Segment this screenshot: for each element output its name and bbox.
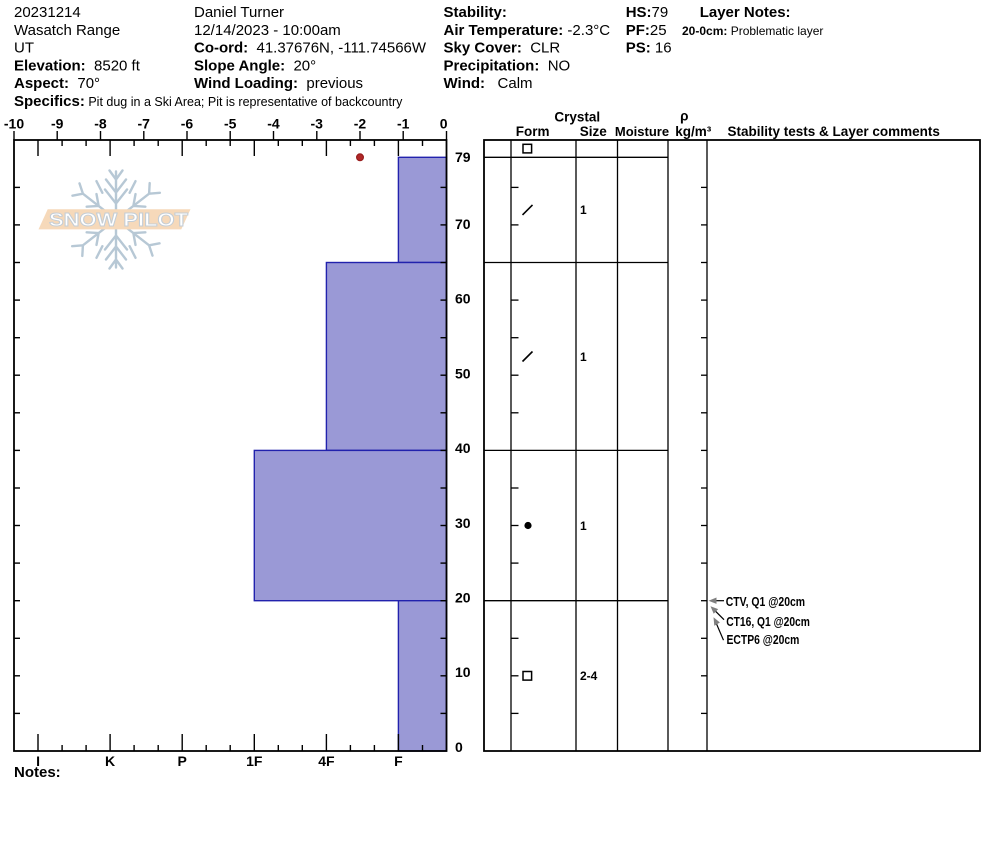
svg-text:Stability:: Stability: bbox=[444, 4, 507, 21]
svg-text:Precipitation: NO: Precipitation: NO bbox=[444, 57, 571, 74]
svg-text:I: I bbox=[36, 753, 40, 769]
svg-text:CTV, Q1 @20cm: CTV, Q1 @20cm bbox=[726, 595, 805, 609]
svg-text:1: 1 bbox=[580, 350, 587, 364]
svg-text:12/14/2023 - 10:00am: 12/14/2023 - 10:00am bbox=[194, 22, 341, 39]
svg-text:ECTP6 @20cm: ECTP6 @20cm bbox=[727, 633, 800, 647]
svg-text:Wind Loading: previous: Wind Loading: previous bbox=[194, 75, 363, 92]
svg-text:PS: 16: PS: 16 bbox=[626, 40, 672, 57]
svg-text:40: 40 bbox=[455, 440, 471, 456]
svg-text:K: K bbox=[105, 753, 115, 769]
svg-text:Co-ord: 41.37676N, -111.74566: Co-ord: 41.37676N, -111.74566W bbox=[194, 40, 427, 57]
svg-text:30: 30 bbox=[455, 515, 471, 531]
svg-text:-3: -3 bbox=[311, 115, 324, 131]
svg-text:PF:25: PF:25 bbox=[626, 22, 667, 39]
svg-text:4F: 4F bbox=[318, 753, 335, 769]
svg-text:Moisture: Moisture bbox=[615, 124, 669, 139]
svg-text:2-4: 2-4 bbox=[580, 669, 598, 683]
svg-text:-10: -10 bbox=[4, 115, 24, 131]
svg-text:Stability tests & Layer commen: Stability tests & Layer comments bbox=[728, 124, 940, 139]
svg-text:1F: 1F bbox=[246, 753, 263, 769]
svg-text:20-0cm: Problematic layer: 20-0cm: Problematic layer bbox=[682, 24, 823, 38]
svg-text:-8: -8 bbox=[94, 115, 107, 131]
svg-text:F: F bbox=[394, 753, 403, 769]
svg-text:-1: -1 bbox=[397, 115, 410, 131]
svg-text:0: 0 bbox=[440, 115, 448, 131]
svg-text:Wasatch Range: Wasatch Range bbox=[14, 22, 120, 39]
svg-text:-6: -6 bbox=[181, 115, 194, 131]
svg-text:ρ: ρ bbox=[680, 109, 688, 124]
svg-text:Size: Size bbox=[580, 124, 608, 139]
svg-text:Form: Form bbox=[516, 124, 550, 139]
svg-text:Slope Angle: 20°: Slope Angle: 20° bbox=[194, 57, 316, 74]
svg-text:-4: -4 bbox=[267, 115, 280, 131]
svg-text:Crystal: Crystal bbox=[554, 110, 600, 125]
svg-text:-9: -9 bbox=[51, 115, 64, 131]
svg-text:Layer Notes:: Layer Notes: bbox=[700, 4, 791, 21]
svg-text:-2: -2 bbox=[354, 115, 367, 131]
svg-text:70: 70 bbox=[455, 216, 471, 232]
svg-text:-5: -5 bbox=[224, 115, 237, 131]
svg-text:79: 79 bbox=[455, 149, 471, 165]
svg-text:0: 0 bbox=[455, 739, 463, 755]
svg-text:Aspect: 70°: Aspect: 70° bbox=[14, 75, 100, 92]
svg-text:CT16, Q1 @20cm: CT16, Q1 @20cm bbox=[726, 615, 810, 629]
svg-text:20: 20 bbox=[455, 590, 471, 606]
svg-text:SNOW PILOT: SNOW PILOT bbox=[49, 209, 189, 230]
svg-text:UT: UT bbox=[14, 40, 34, 57]
svg-text:-7: -7 bbox=[138, 115, 151, 131]
svg-text:60: 60 bbox=[455, 291, 471, 307]
svg-text:Daniel Turner: Daniel Turner bbox=[194, 4, 284, 21]
svg-text:1: 1 bbox=[580, 519, 587, 533]
svg-text:HS:79: HS:79 bbox=[626, 4, 669, 21]
svg-text:Specifics: Pit dug in a Ski Ar: Specifics: Pit dug in a Ski Area; Pit is… bbox=[14, 93, 403, 110]
svg-text:10: 10 bbox=[455, 664, 471, 680]
svg-text:P: P bbox=[178, 753, 187, 769]
svg-text:20231214: 20231214 bbox=[14, 4, 81, 21]
svg-text:Notes:: Notes: bbox=[14, 764, 61, 781]
svg-text:kg/m³: kg/m³ bbox=[675, 124, 712, 139]
svg-text:1: 1 bbox=[580, 203, 587, 217]
svg-text:Sky Cover: CLR: Sky Cover: CLR bbox=[444, 40, 561, 57]
svg-text:50: 50 bbox=[455, 365, 471, 381]
svg-text:Air Temperature: -2.3°C: Air Temperature: -2.3°C bbox=[444, 22, 611, 39]
svg-text:Wind: Calm: Wind: Calm bbox=[444, 75, 533, 92]
svg-text:Elevation: 8520 ft: Elevation: 8520 ft bbox=[14, 57, 141, 74]
